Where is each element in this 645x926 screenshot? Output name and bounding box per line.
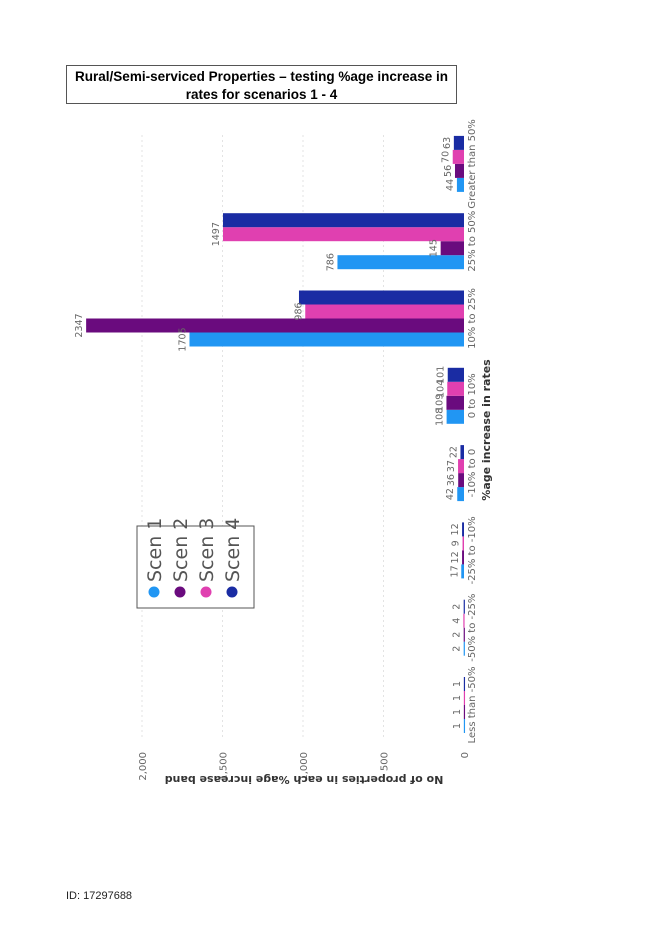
category-label: Less than -50% bbox=[467, 667, 478, 744]
legend: Scen 1 Scen 2 Scen 3 Scen 4 bbox=[136, 518, 255, 609]
bar bbox=[461, 564, 464, 579]
category-label: 25% to 50% bbox=[467, 211, 478, 272]
bar bbox=[463, 599, 465, 614]
data-label: 986 bbox=[293, 302, 304, 320]
legend-label: Scen 1 bbox=[144, 518, 166, 582]
data-label: 44 bbox=[445, 179, 456, 191]
bar bbox=[462, 550, 464, 565]
bar bbox=[463, 627, 465, 642]
data-label: 101 bbox=[436, 366, 447, 384]
data-label: 2347 bbox=[74, 313, 85, 337]
bar bbox=[463, 719, 466, 733]
bar bbox=[447, 367, 464, 382]
bar bbox=[463, 613, 465, 628]
y-tick-label: 2,000 bbox=[138, 752, 149, 781]
y-tick-label: 1,500 bbox=[219, 752, 230, 781]
category-label: 10% to 25% bbox=[467, 288, 478, 349]
legend-label: Scen 4 bbox=[222, 518, 244, 582]
data-label: 22 bbox=[448, 446, 459, 458]
bars bbox=[86, 135, 466, 733]
data-label: 56 bbox=[443, 165, 454, 177]
data-label: 2 bbox=[452, 632, 463, 638]
bar bbox=[440, 241, 464, 256]
bar bbox=[452, 149, 464, 164]
bar bbox=[463, 691, 466, 705]
bar bbox=[305, 304, 464, 319]
bar bbox=[298, 290, 464, 305]
category-label: -50% to -25% bbox=[467, 594, 478, 662]
y-tick-label: 0 bbox=[460, 752, 471, 758]
category-label: Greater than 50% bbox=[467, 119, 478, 208]
data-label: 1705 bbox=[177, 327, 188, 351]
legend-marker bbox=[174, 586, 186, 598]
data-label: 1 bbox=[452, 695, 463, 701]
data-label: 2 bbox=[452, 646, 463, 652]
data-label: 145 bbox=[429, 239, 440, 257]
data-label: 70 bbox=[441, 151, 452, 163]
bar bbox=[463, 705, 466, 719]
category-label: 0 to 10% bbox=[467, 373, 478, 418]
bar bbox=[463, 677, 466, 691]
data-label: 108 bbox=[435, 408, 446, 426]
data-label: 109 bbox=[434, 394, 445, 412]
y-axis-title: No of properties in each %age increase b… bbox=[165, 773, 444, 786]
data-label: 42 bbox=[445, 488, 456, 500]
y-tick-label: 500 bbox=[380, 752, 391, 771]
data-label: 9 bbox=[451, 540, 462, 546]
bar bbox=[222, 213, 464, 228]
bar bbox=[222, 227, 464, 242]
footer-id: ID: 17297688 bbox=[66, 890, 133, 902]
legend-marker bbox=[226, 586, 238, 598]
data-label: 1 bbox=[452, 681, 463, 687]
bar bbox=[462, 536, 464, 551]
data-label: 1 bbox=[452, 723, 463, 729]
data-label: 1 bbox=[452, 709, 463, 715]
legend-marker bbox=[200, 586, 212, 598]
bar bbox=[456, 177, 464, 192]
bar bbox=[86, 318, 465, 333]
legend-label: Scen 3 bbox=[196, 518, 218, 582]
data-label: 12 bbox=[450, 551, 461, 563]
bar bbox=[463, 641, 465, 656]
category-label: -25% to -10% bbox=[467, 516, 478, 584]
bar bbox=[462, 522, 464, 537]
bar bbox=[453, 135, 464, 150]
data-label: 37 bbox=[446, 460, 457, 472]
bar bbox=[454, 163, 464, 178]
data-label: 12 bbox=[450, 523, 461, 535]
x-axis-title: %age increase in rates bbox=[480, 359, 493, 501]
data-label: 36 bbox=[446, 474, 457, 486]
bar bbox=[458, 459, 464, 474]
bar bbox=[447, 381, 464, 396]
data-label: 104 bbox=[435, 380, 446, 398]
data-label: 786 bbox=[325, 253, 336, 271]
data-label: 17 bbox=[449, 565, 460, 577]
bar bbox=[446, 409, 464, 424]
data-label: 1497 bbox=[211, 222, 222, 246]
category-label: -10% to 0 bbox=[467, 449, 478, 498]
bar bbox=[446, 395, 464, 410]
bar bbox=[189, 332, 464, 347]
chart-title-box: Rural/Semi-serviced Properties – testing… bbox=[66, 65, 457, 104]
bar bbox=[337, 255, 464, 270]
data-label: 4 bbox=[451, 618, 462, 624]
bar bbox=[458, 473, 464, 488]
data-label: 2 bbox=[452, 604, 463, 610]
chart-title: Rural/Semi-serviced Properties – testing… bbox=[75, 69, 448, 102]
legend-label: Scen 2 bbox=[170, 518, 192, 582]
data-label: 63 bbox=[442, 137, 453, 149]
legend-marker bbox=[148, 586, 160, 598]
bar bbox=[460, 445, 464, 460]
bar bbox=[457, 487, 464, 502]
y-tick-label: 1,000 bbox=[299, 752, 310, 781]
